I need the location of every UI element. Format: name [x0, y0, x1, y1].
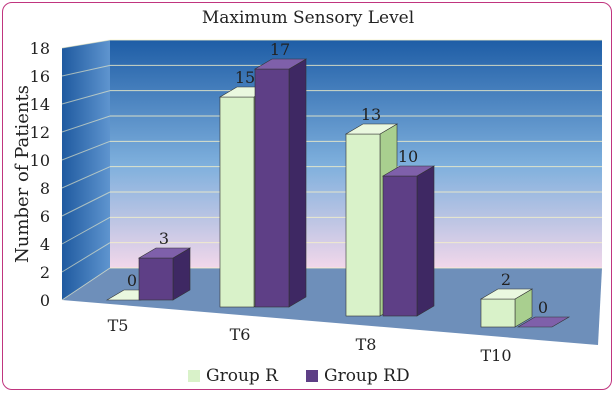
bar-top-group-rd: [516, 316, 571, 328]
gridline-side: [61, 140, 111, 161]
legend-item-group-r: Group R: [188, 366, 278, 386]
gridline-side: [61, 267, 111, 301]
bar-group-r: [480, 298, 516, 328]
gridline-side: [61, 115, 111, 133]
legend-swatch-group-r: [188, 370, 200, 382]
bar-side-group-rd: [288, 58, 307, 308]
y-tick-label: 6: [40, 207, 50, 226]
bar-group-r: [219, 96, 255, 308]
gridline-side: [61, 90, 111, 105]
bar-group-r: [345, 133, 381, 317]
gridline-side: [61, 39, 111, 49]
chart-title: Maximum Sensory Level: [201, 8, 415, 28]
gridline-side: [61, 242, 111, 273]
gridline-side: [61, 166, 111, 189]
y-tick-label: 2: [40, 263, 50, 282]
y-tick-label: 12: [30, 123, 50, 142]
y-tick-label: 10: [30, 151, 50, 170]
bar-top-group-r: [479, 288, 534, 300]
x-tick-label: T6: [230, 325, 251, 344]
bar-top-group-rd: [253, 58, 308, 70]
gridline-side: [61, 216, 111, 245]
data-label-group-r: 13: [361, 105, 381, 124]
x-tick-label: T10: [480, 346, 511, 365]
legend-label-group-r: Group R: [206, 366, 278, 386]
gridline-side: [61, 191, 111, 217]
bar-side-group-rd: [416, 165, 435, 317]
y-tick-label: 0: [40, 291, 50, 310]
chart-legend: Group R Group RD: [188, 366, 410, 386]
y-tick-label: 16: [30, 67, 50, 86]
x-tick-label: T8: [356, 335, 377, 354]
bar-top-group-rd: [381, 165, 436, 177]
x-tick-label: T5: [108, 316, 129, 335]
bar-top-group-r: [344, 123, 399, 135]
data-label-group-r: 0: [127, 271, 137, 290]
data-label-group-rd: 17: [270, 40, 290, 59]
data-label-group-rd: 10: [398, 147, 418, 166]
bar-group-rd: [382, 175, 418, 317]
y-tick-label: 4: [40, 235, 50, 254]
y-axis-label: Number of Patients: [12, 85, 33, 263]
data-label-group-r: 15: [235, 68, 255, 87]
y-tick-label: 14: [30, 95, 50, 114]
bar-group-rd: [138, 257, 174, 301]
legend-item-group-rd: Group RD: [305, 366, 410, 386]
floor: [62, 268, 602, 345]
bar-group-rd: [254, 68, 290, 308]
gridline-side: [61, 64, 111, 77]
y-tick-label: 8: [40, 179, 50, 198]
data-label-group-r: 2: [501, 270, 511, 289]
legend-label-group-rd: Group RD: [323, 366, 410, 386]
y-tick-label: 18: [30, 39, 50, 58]
legend-swatch-group-rd: [305, 370, 318, 382]
data-label-group-rd: 3: [159, 229, 169, 248]
side-wall: [62, 40, 110, 300]
data-label-group-rd: 0: [538, 298, 548, 317]
bar-top-group-rd: [137, 247, 192, 259]
